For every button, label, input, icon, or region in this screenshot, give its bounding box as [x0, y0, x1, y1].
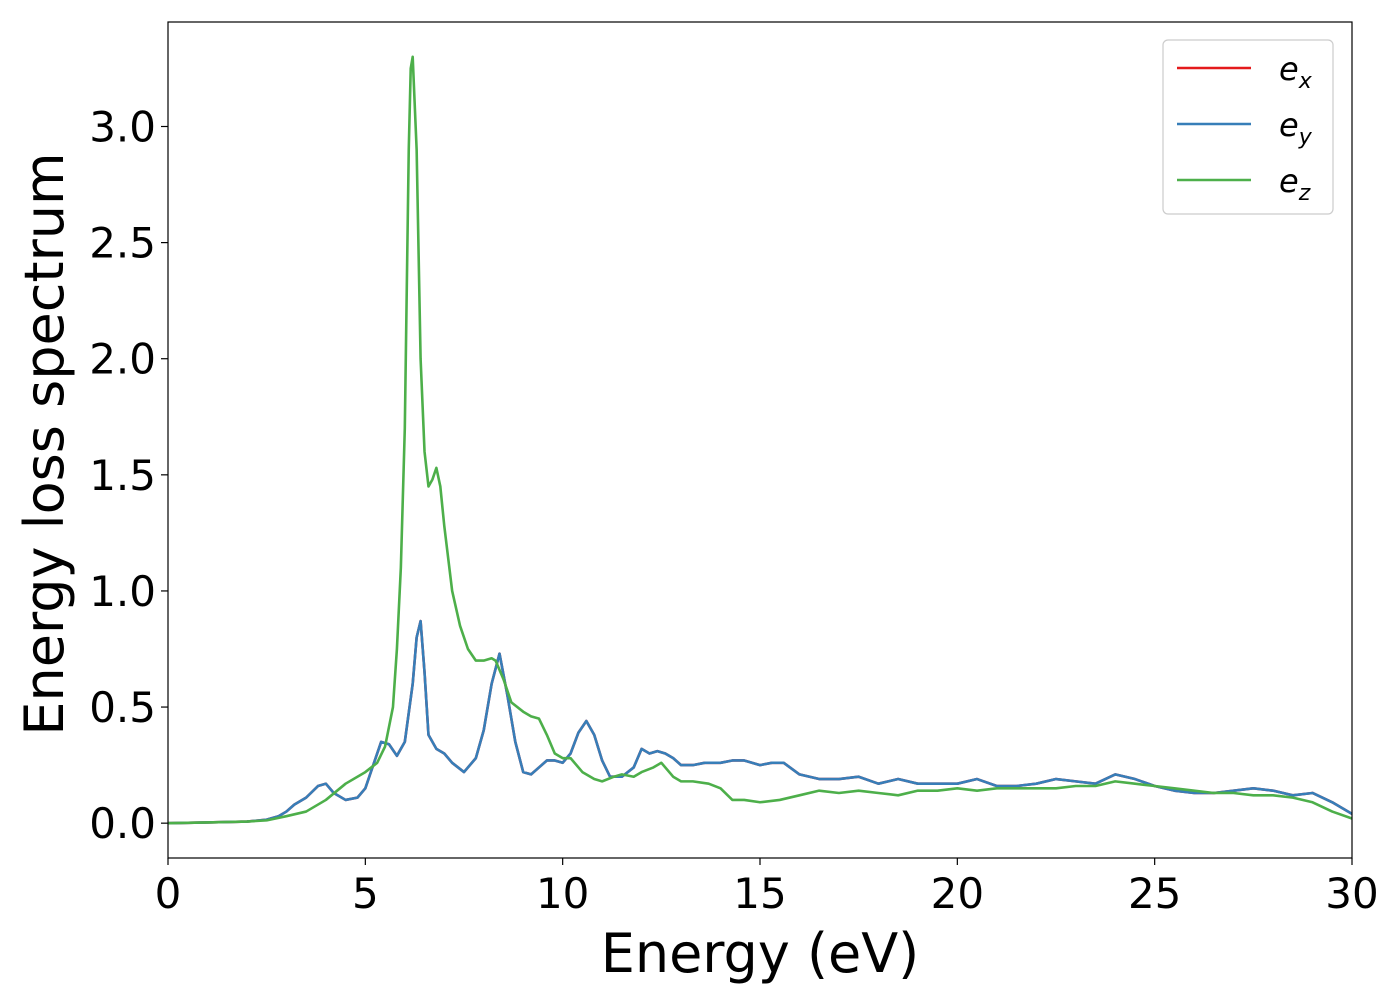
y-tick-label: 3.0	[89, 103, 156, 152]
x-tick-label: 0	[155, 869, 182, 918]
x-tick-label: 5	[352, 869, 379, 918]
y-axis-ticks: 0.0 0.5 1.0 1.5 2.0 2.5 3.0	[89, 103, 168, 848]
x-tick-label: 15	[733, 869, 786, 918]
x-axis-ticks: 0 5 10 15 20 25 30	[155, 858, 1379, 918]
y-tick-label: 0.0	[89, 799, 156, 848]
plot-lines	[168, 55, 1352, 825]
y-tick-label: 0.5	[89, 683, 156, 732]
x-tick-label: 30	[1325, 869, 1378, 918]
legend-label-e-y: ey	[1279, 106, 1313, 150]
y-tick-label: 1.0	[89, 567, 156, 616]
series-line-e-y	[168, 619, 1352, 825]
y-tick-label: 1.5	[89, 451, 156, 500]
legend-label-e-z: ez	[1279, 162, 1311, 206]
x-axis-label: Energy (eV)	[601, 922, 920, 985]
legend-box	[1162, 39, 1334, 215]
legend: ex ey ez	[1162, 39, 1334, 215]
x-tick-label: 10	[536, 869, 589, 918]
series-line-e-z	[168, 55, 1352, 825]
y-tick-label: 2.5	[89, 219, 156, 268]
y-tick-label: 2.0	[89, 335, 156, 384]
x-tick-label: 20	[931, 869, 984, 918]
y-axis-label: Energy loss spectrum	[13, 152, 76, 735]
x-tick-label: 25	[1128, 869, 1181, 918]
legend-label-e-x: ex	[1279, 50, 1313, 94]
